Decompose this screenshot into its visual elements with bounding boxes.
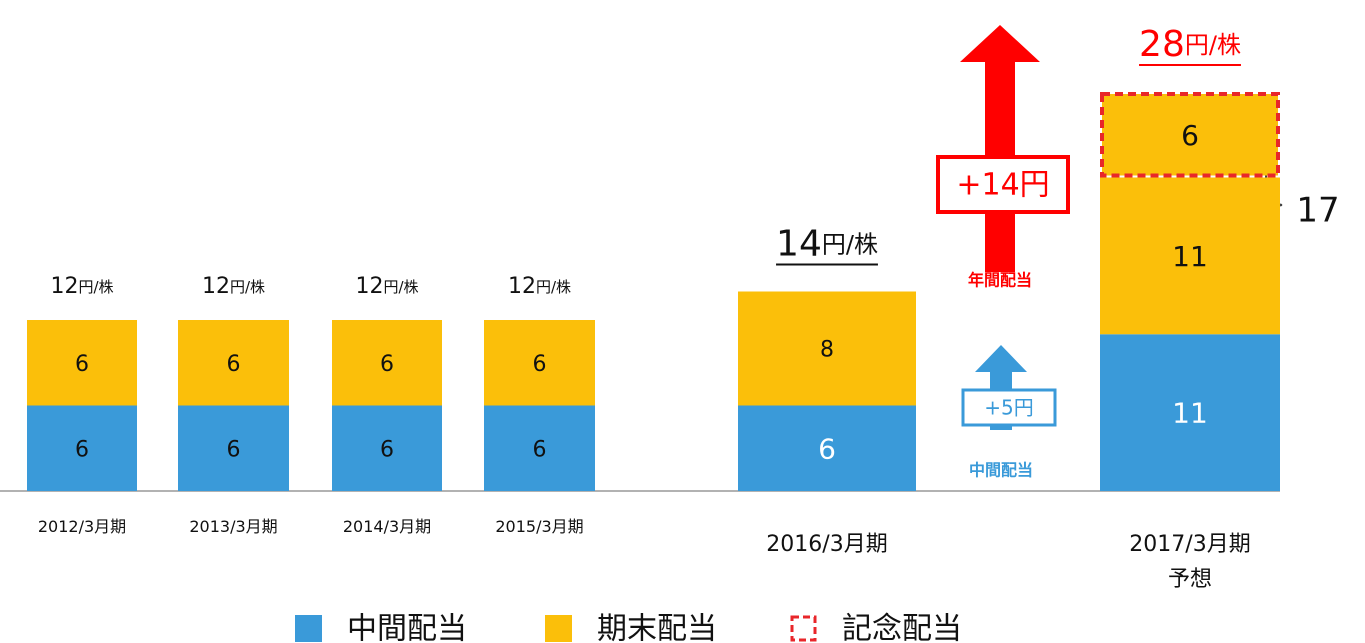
total-unit: 円/株 xyxy=(1185,31,1241,59)
total-label: 12円/株 xyxy=(355,274,418,299)
segment-label: 6 xyxy=(533,437,547,462)
legend-swatch xyxy=(295,615,322,642)
total-unit: 円/株 xyxy=(536,278,571,296)
total-label: 12円/株 xyxy=(50,274,113,299)
x-tick-label: 2016/3月期 xyxy=(766,532,887,557)
segment-label: 8 xyxy=(820,338,834,363)
annual-caption: 年間配当 xyxy=(968,271,1032,290)
segment-label: 6 xyxy=(1181,119,1199,152)
bar-segment xyxy=(332,405,442,491)
bar-segment xyxy=(484,405,595,491)
bar-segment xyxy=(27,405,137,491)
total-label: 28円/株 xyxy=(1139,24,1241,65)
annual-arrow xyxy=(960,25,1040,272)
x-tick-label: 2015/3月期 xyxy=(495,517,583,536)
interim-box xyxy=(961,388,1057,427)
bar-segment xyxy=(1100,334,1280,491)
total-unit: 円/株 xyxy=(822,231,878,259)
total-label: 12円/株 xyxy=(508,274,571,299)
segment-label: 6 xyxy=(818,432,836,465)
total-value: 12 xyxy=(355,274,383,299)
bar-segment xyxy=(332,320,442,406)
segment-label: 6 xyxy=(380,352,394,377)
legend-swatch xyxy=(790,615,817,642)
x-tick-label: 2012/3月期 xyxy=(38,517,126,536)
segment-label: 6 xyxy=(75,352,89,377)
segment-label: 6 xyxy=(75,437,89,462)
total-value: 12 xyxy=(508,274,536,299)
total-value: 28 xyxy=(1139,24,1185,65)
segment-label: 6 xyxy=(533,352,547,377)
segment-label: 11 xyxy=(1172,240,1208,273)
x-tick-label: 2013/3月期 xyxy=(189,517,277,536)
bar-segment xyxy=(27,320,137,406)
bar-segment xyxy=(178,405,289,491)
interim-arrow xyxy=(975,345,1027,430)
bar-segment xyxy=(1100,177,1280,335)
legend-item: 期末配当 xyxy=(545,612,717,643)
legend-swatch xyxy=(545,615,572,642)
total-value: 14 xyxy=(776,224,822,265)
interim-label: +5円 xyxy=(984,396,1033,420)
bar-segment xyxy=(738,291,916,406)
interim-caption: 中間配当 xyxy=(969,461,1033,480)
segment-label: 6 xyxy=(227,437,241,462)
total-value: 12 xyxy=(50,274,78,299)
bar-segment xyxy=(1100,92,1280,178)
legend-label: 中間配当 xyxy=(347,612,467,643)
legend-label: 記念配当 xyxy=(842,612,962,643)
total-label: 12円/株 xyxy=(202,274,265,299)
annual-label: +14円 xyxy=(956,168,1049,203)
legend-label: 期末配当 xyxy=(597,612,717,643)
x-tick-label: 2014/3月期 xyxy=(343,517,431,536)
legend-item: 記念配当 xyxy=(790,612,962,643)
bar-segment xyxy=(738,405,916,491)
segment-label: 11 xyxy=(1172,397,1208,430)
bar-segment xyxy=(178,320,289,406)
total-value: 12 xyxy=(202,274,230,299)
total-label: 14円/株 xyxy=(776,224,878,265)
annual-box xyxy=(936,155,1070,214)
bar-segment xyxy=(484,320,595,406)
total-unit: 円/株 xyxy=(230,278,265,296)
segment-label: 6 xyxy=(227,352,241,377)
total-unit: 円/株 xyxy=(78,278,113,296)
legend-item: 中間配当 xyxy=(295,612,467,643)
x-tick-label: 2017/3月期予想 xyxy=(1129,532,1250,592)
segment-label: 6 xyxy=(380,437,394,462)
total-unit: 円/株 xyxy=(383,278,418,296)
bracket-label: 17 xyxy=(1296,191,1339,231)
